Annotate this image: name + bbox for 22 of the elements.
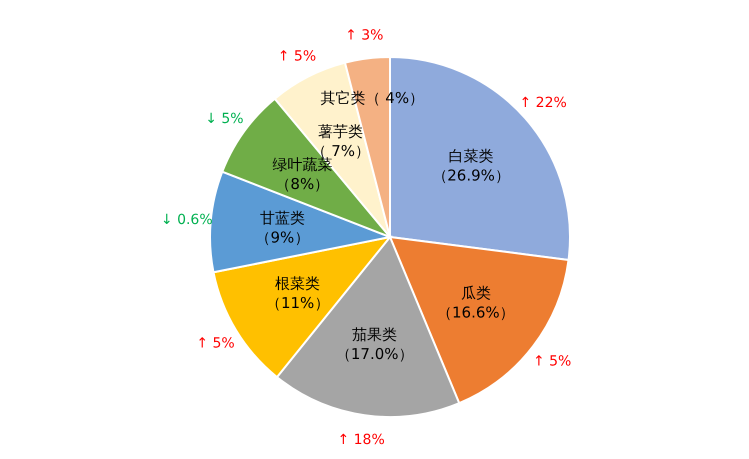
slice-label: 瓜类 (460, 284, 491, 302)
slice-label: 白菜类 (448, 147, 494, 166)
data-label: （9%） (256, 228, 310, 247)
data-label: （26.9%） (432, 166, 510, 185)
text: ↑ 5% (196, 336, 235, 352)
slice-label: 薯芋类 (318, 122, 364, 140)
text: ↓ 0.6% (160, 212, 213, 228)
data-label: （8%） (275, 174, 330, 193)
slice-label: 其它类 (320, 88, 366, 107)
text: ↓ 5% (205, 110, 244, 127)
data-label: （16.6%） (437, 304, 515, 322)
slice-label: 甘蓝类 (260, 209, 305, 228)
slice-label: 根菜类 (275, 274, 320, 292)
data-label: （17.0%） (336, 344, 414, 363)
text: ↑ 18% (337, 432, 385, 448)
text: ↑ 3% (345, 28, 384, 44)
text: ↑ 5% (532, 354, 572, 370)
data-label: （ 4%） (366, 88, 424, 107)
text: ↑ 22% (520, 95, 567, 112)
slice-label: 茄果类 (352, 325, 398, 344)
data-label: （11%） (266, 294, 330, 312)
text: ↑ 5% (278, 48, 316, 64)
